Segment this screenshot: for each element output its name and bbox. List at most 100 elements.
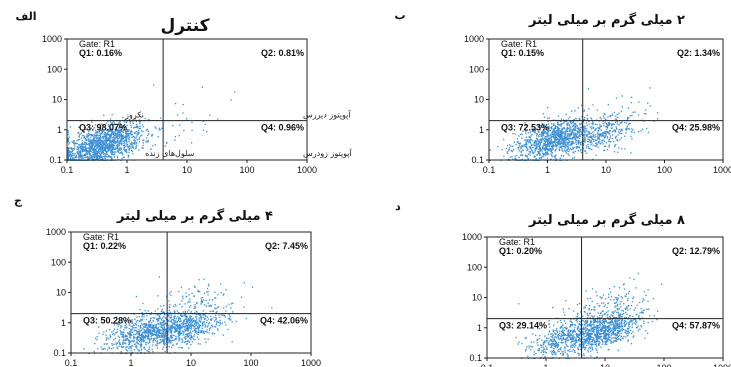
- scatter-point: [112, 124, 114, 126]
- scatter-point: [113, 148, 115, 151]
- scatter-point: [585, 127, 587, 130]
- scatter-point: [567, 135, 569, 138]
- scatter-point: [589, 141, 591, 144]
- scatter-point: [123, 129, 126, 131]
- scatter-point: [182, 323, 184, 325]
- scatter-point: [535, 137, 538, 140]
- scatter-point: [649, 87, 651, 89]
- scatter-point: [68, 136, 70, 138]
- scatter-point: [543, 130, 545, 132]
- scatter-point: [101, 143, 103, 145]
- scatter-point: [108, 347, 110, 349]
- scatter-point: [124, 320, 126, 322]
- scatter-point: [124, 342, 126, 344]
- scatter-point: [178, 332, 180, 334]
- scatter-point: [76, 139, 78, 142]
- scatter-point: [529, 152, 531, 154]
- scatter-point: [547, 106, 549, 109]
- scatter-point: [196, 321, 198, 324]
- scatter-point: [123, 146, 126, 149]
- scatter-point: [112, 131, 114, 133]
- scatter-point: [569, 330, 572, 332]
- scatter-point: [138, 129, 140, 132]
- scatter-point: [541, 155, 543, 157]
- scatter-point: [96, 150, 98, 153]
- scatter-point: [178, 317, 180, 319]
- scatter-point: [130, 130, 132, 132]
- scatter-point: [591, 330, 594, 332]
- scatter-point: [101, 131, 103, 134]
- scatter-point: [161, 310, 163, 312]
- scatter-point: [188, 309, 190, 311]
- scatter-point: [139, 320, 142, 322]
- scatter-point: [543, 142, 545, 144]
- scatter-point: [91, 145, 93, 148]
- scatter-point: [156, 327, 158, 330]
- scatter-point: [119, 131, 121, 133]
- scatter-point: [87, 135, 90, 137]
- scatter-point: [559, 334, 561, 337]
- scatter-point: [163, 328, 165, 331]
- scatter-point: [604, 321, 606, 323]
- scatter-point: [560, 346, 562, 349]
- scatter-point: [567, 339, 570, 341]
- scatter-point: [102, 151, 105, 153]
- scatter-point: [130, 331, 132, 333]
- scatter-point: [106, 134, 108, 136]
- scatter-point: [583, 130, 585, 132]
- scatter-point: [555, 336, 557, 338]
- scatter-point: [171, 334, 173, 336]
- scatter-point: [108, 129, 110, 131]
- scatter-point: [118, 340, 120, 343]
- scatter-point: [599, 128, 601, 130]
- scatter-point: [537, 143, 540, 145]
- scatter-point: [625, 129, 627, 131]
- scatter-point: [616, 311, 618, 313]
- scatter-point: [104, 157, 106, 160]
- scatter-point: [128, 155, 130, 157]
- scatter-point: [187, 347, 190, 349]
- scatter-point: [555, 133, 557, 136]
- scatter-point: [197, 338, 200, 340]
- scatter-point: [541, 150, 543, 152]
- scatter-point: [548, 127, 551, 129]
- scatter-point: [216, 306, 219, 309]
- panel-title: ۴ میلی گرم بر میلی لیتر: [116, 208, 273, 224]
- scatter-point: [530, 146, 532, 148]
- scatter-point: [105, 142, 108, 144]
- scatter-point: [144, 324, 146, 327]
- scatter-point: [96, 144, 98, 147]
- scatter-point: [555, 135, 557, 137]
- scatter-point: [562, 328, 564, 330]
- scatter-point: [188, 319, 190, 322]
- scatter-point: [603, 137, 606, 139]
- scatter-point: [75, 142, 77, 145]
- scatter-point: [200, 320, 202, 322]
- scatter-point: [141, 124, 144, 126]
- scatter-point: [88, 156, 91, 158]
- scatter-point: [170, 346, 173, 349]
- scatter-point: [558, 136, 561, 139]
- scatter-point: [102, 143, 104, 145]
- scatter-point: [109, 147, 112, 149]
- scatter-point: [139, 121, 141, 123]
- scatter-point: [563, 122, 565, 124]
- scatter-point: [155, 334, 157, 336]
- scatter-point: [108, 142, 110, 145]
- scatter-point: [573, 336, 575, 338]
- scatter-point: [118, 345, 120, 347]
- scatter-point: [582, 143, 585, 145]
- scatter-point: [119, 121, 121, 123]
- scatter-point: [133, 327, 135, 329]
- scatter-point: [118, 336, 121, 339]
- scatter-point: [545, 126, 547, 128]
- scatter-point: [184, 329, 187, 332]
- scatter-point: [544, 144, 546, 147]
- scatter-point: [190, 305, 192, 307]
- scatter-point: [84, 126, 86, 128]
- scatter-point: [541, 122, 543, 125]
- scatter-point: [205, 315, 207, 318]
- scatter-point: [629, 321, 631, 324]
- scatter-point: [559, 137, 562, 139]
- scatter-point: [586, 332, 588, 334]
